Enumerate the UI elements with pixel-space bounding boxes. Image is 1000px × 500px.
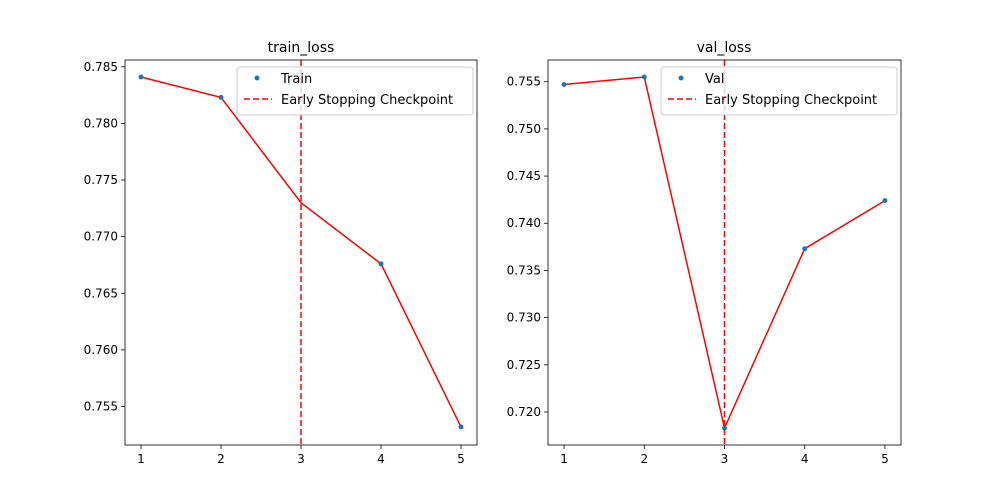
train-loss-legend: Train Early Stopping Checkpoint [236,66,474,116]
train-loss-legend-marker [254,75,260,81]
train-loss-y-tick-label: 0.755 [84,400,118,414]
train-loss-axes-frame [124,59,478,446]
val-loss-data-point [722,425,727,431]
train-loss-y-tick-label: 0.785 [84,60,118,74]
train-loss-y-tick-label: 0.765 [84,286,118,300]
train-loss-x-tick-label: 1 [137,452,145,466]
train-loss-legend-box [236,66,474,116]
train-loss-panel: train_loss 1 2 3 4 5 0.755 0.760 0.765 0.770 0.77… [84,40,478,466]
val-loss-legend-box [660,66,898,116]
val-loss-data-point [802,246,808,252]
train-loss-y-tick-label: 0.780 [84,116,118,130]
train-loss-data-point [378,261,384,267]
val-loss-title: val_loss [697,40,752,56]
train-loss-legend-series-label: Train [280,72,312,87]
train-loss-fit-line [140,76,462,428]
val-loss-y-tick-label: 0.755 [507,75,541,89]
val-loss-x-tick-label: 2 [640,452,648,466]
train-loss-y-tick-label: 0.770 [84,230,118,244]
train-loss-y-tick-label: 0.775 [84,173,118,187]
val-loss-y-tick-label: 0.725 [507,358,541,372]
val-loss-x-tick-label: 5 [881,452,889,466]
train-loss-x-tick-label: 3 [297,452,305,466]
val-loss-legend-series-label: Val [705,72,724,87]
val-loss-y-tick-label: 0.745 [507,169,541,183]
val-loss-data-point [882,198,888,204]
val-loss-panel: val_loss 1 2 3 4 5 0.720 0.725 0.730 0.735 0.740 0… [507,40,902,466]
train-loss-y-tick-label: 0.760 [84,343,118,357]
val-loss-data-point [561,82,567,88]
val-loss-data-point [641,74,647,80]
train-loss-x-tick-label: 5 [457,452,465,466]
val-loss-y-tick-label: 0.735 [507,263,541,277]
val-loss-y-tick-label: 0.750 [507,122,541,136]
val-loss-x-tick-label: 3 [721,452,729,466]
train-loss-data-point [458,424,464,430]
train-loss-x-tick-label: 2 [217,452,225,466]
train-loss-legend-vline-label: Early Stopping Checkpoint [281,93,453,108]
val-loss-axes-frame [547,59,902,446]
train-loss-data-point [138,74,144,80]
train-loss-title: train_loss [268,40,335,56]
val-loss-y-tick-label: 0.730 [507,311,541,325]
val-loss-y-tick-label: 0.720 [507,405,541,419]
val-loss-x-tick-label: 4 [801,452,809,466]
val-loss-legend-vline-label: Early Stopping Checkpoint [705,93,877,108]
val-loss-legend: Val Early Stopping Checkpoint [660,66,898,116]
train-loss-data-point [218,94,224,100]
val-loss-x-tick-label: 1 [560,452,568,466]
val-loss-y-tick-label: 0.740 [507,216,541,230]
val-loss-legend-marker [678,75,684,81]
train-loss-x-tick-label: 4 [377,452,385,466]
